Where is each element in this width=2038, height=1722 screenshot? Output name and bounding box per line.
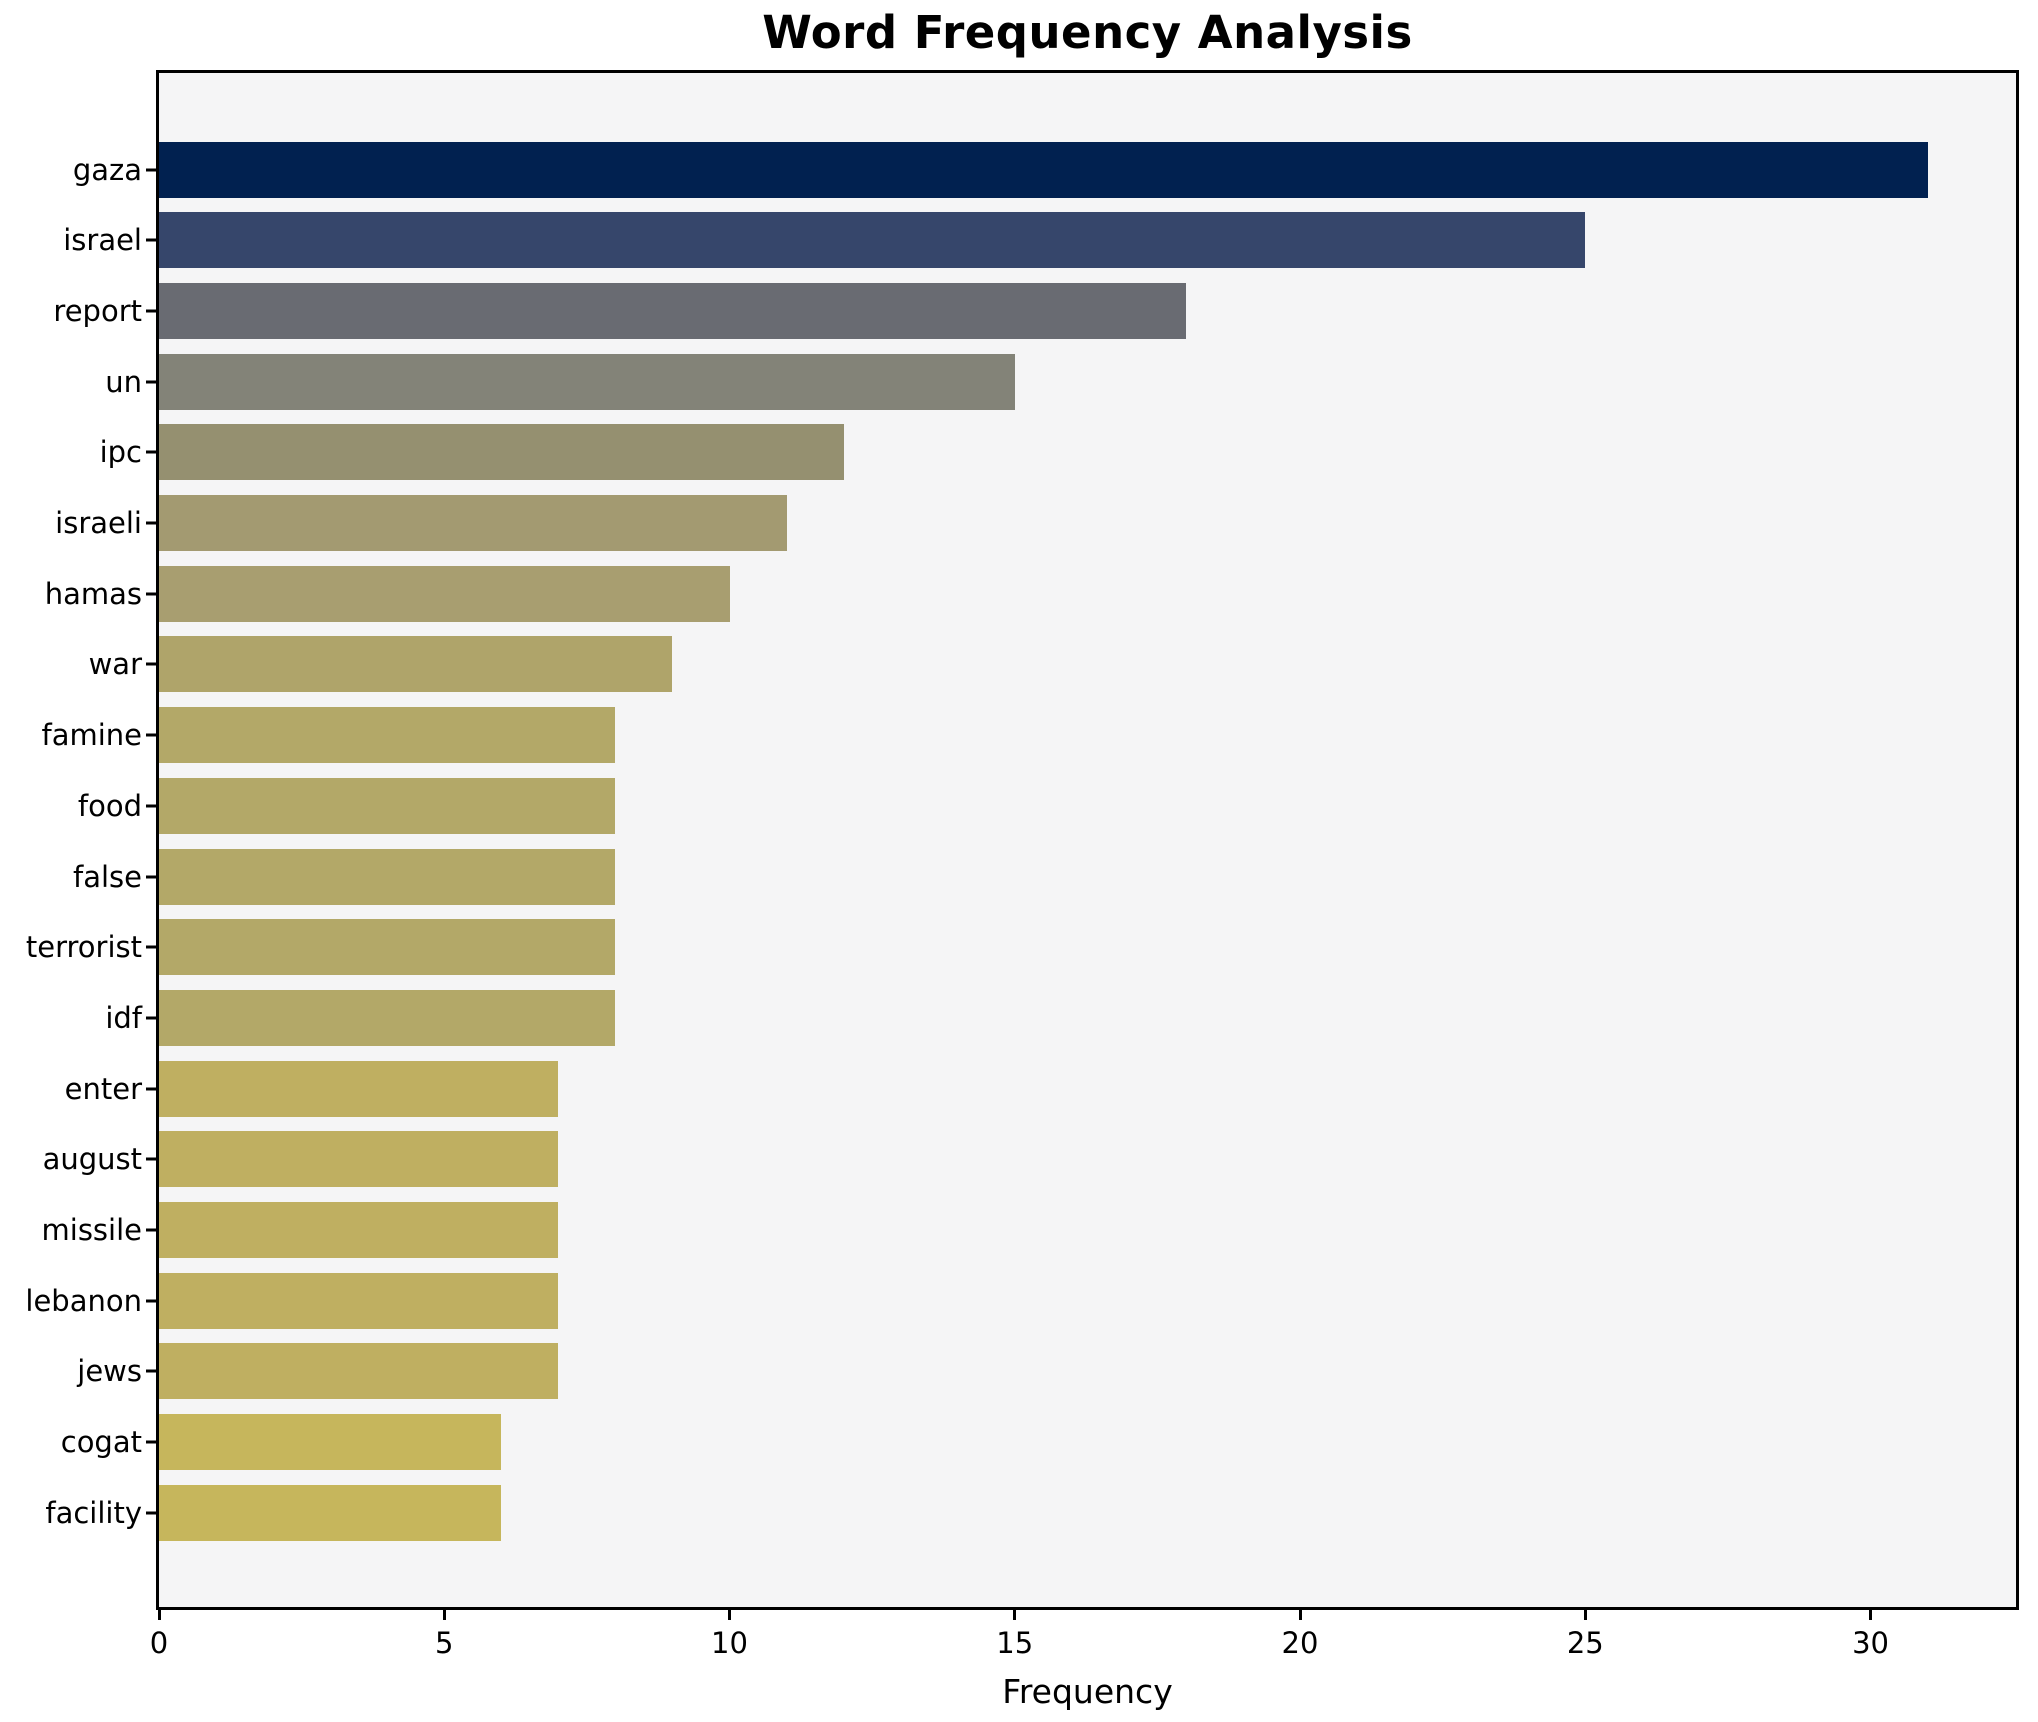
bar-food	[159, 777, 616, 834]
bar-war	[159, 636, 673, 693]
y-tick-mark-cogat	[146, 1440, 156, 1444]
bar-hamas	[159, 565, 730, 622]
y-axis-layer: gaza israel report un ipc israeli hamas war fami…	[25, 73, 2016, 1607]
bar-gaza	[159, 141, 1928, 198]
y-tick-mark-jews	[146, 1369, 156, 1373]
y-tick-mark-famine	[146, 733, 156, 737]
x-tick-label-20: 20	[1281, 1626, 1319, 1660]
x-tick-mark-15	[1013, 1610, 1017, 1620]
bar-august	[159, 1131, 559, 1188]
bar-lebanon	[159, 1272, 559, 1329]
x-axis-layer: 0 5 10 15 20 25 30	[150, 1610, 2016, 1720]
y-tick-mark-idf	[146, 1016, 156, 1020]
y-tick-label-un: un	[105, 364, 142, 399]
x-tick-label-15: 15	[996, 1626, 1034, 1660]
y-tick-mark-ipc	[146, 450, 156, 454]
x-axis-title: Frequency	[1002, 1672, 1173, 1711]
y-tick-mark-israeli	[146, 521, 156, 525]
y-tick-label-israeli: israeli	[55, 506, 142, 540]
y-tick-label-report: report	[53, 293, 142, 328]
y-tick-mark-lebanon	[146, 1299, 156, 1303]
bar-un	[159, 353, 1015, 410]
bar-israeli	[159, 495, 787, 551]
y-tick-label-august: august	[42, 1142, 142, 1177]
y-tick-mark-israel	[146, 238, 156, 242]
bar-ipc	[159, 424, 844, 481]
y-tick-mark-false	[146, 875, 156, 878]
y-tick-label-famine: famine	[41, 718, 142, 753]
x-tick-mark-30	[1869, 1610, 1873, 1620]
y-tick-mark-facility	[146, 1511, 156, 1515]
y-tick-label-israel: israel	[63, 223, 142, 258]
y-tick-label-facility: facility	[45, 1495, 142, 1530]
bar-cogat	[159, 1414, 502, 1471]
y-tick-label-ipc: ipc	[99, 435, 142, 470]
x-tick-mark-20	[1298, 1610, 1302, 1620]
y-tick-label-false: false	[73, 859, 142, 894]
y-tick-label-hamas: hamas	[44, 576, 142, 611]
chart-title: Word Frequency Analysis	[762, 6, 1413, 59]
x-tick-label-30: 30	[1852, 1626, 1889, 1660]
bar-missile	[159, 1202, 559, 1258]
y-tick-mark-enter	[146, 1087, 156, 1091]
bar-idf	[159, 989, 616, 1046]
x-tick-label-25: 25	[1566, 1626, 1604, 1660]
y-tick-label-terrorist: terrorist	[25, 930, 142, 965]
bar-enter	[159, 1060, 559, 1117]
y-tick-label-lebanon: lebanon	[25, 1283, 142, 1318]
bar-famine	[159, 707, 616, 764]
x-tick-label-0: 0	[149, 1626, 169, 1660]
plot-area: gaza israel report un ipc israeli hamas war fami…	[25, 70, 2019, 1610]
bar-facility	[159, 1484, 502, 1541]
y-tick-mark-report	[146, 309, 156, 313]
y-tick-label-enter: enter	[64, 1071, 142, 1106]
x-tick-mark-5	[442, 1610, 446, 1620]
x-tick-mark-0	[157, 1610, 161, 1620]
y-tick-label-food: food	[77, 788, 142, 823]
x-tick-label-10: 10	[711, 1626, 748, 1660]
y-tick-label-idf: idf	[105, 1000, 142, 1035]
y-tick-label-war: war	[88, 647, 142, 682]
y-tick-label-missile: missile	[41, 1213, 142, 1247]
bar-israel	[159, 212, 1586, 269]
y-tick-mark-august	[146, 1157, 156, 1161]
bars-layer	[159, 73, 2016, 1607]
bar-report	[159, 282, 1186, 339]
bar-false	[159, 848, 616, 905]
y-tick-mark-missile	[146, 1228, 156, 1232]
y-tick-mark-hamas	[146, 592, 156, 596]
x-tick-mark-10	[728, 1610, 731, 1620]
bar-terrorist	[159, 919, 616, 976]
y-tick-mark-food	[146, 804, 156, 808]
y-tick-mark-war	[146, 662, 156, 666]
y-tick-mark-gaza	[146, 168, 156, 171]
y-tick-mark-terrorist	[146, 945, 156, 949]
bar-jews	[159, 1343, 559, 1400]
y-tick-label-gaza: gaza	[72, 152, 142, 187]
x-tick-mark-25	[1583, 1610, 1587, 1620]
y-tick-mark-un	[146, 380, 156, 384]
x-tick-label-5: 5	[435, 1626, 454, 1660]
y-tick-label-jews: jews	[77, 1354, 142, 1389]
y-tick-label-cogat: cogat	[60, 1425, 142, 1460]
